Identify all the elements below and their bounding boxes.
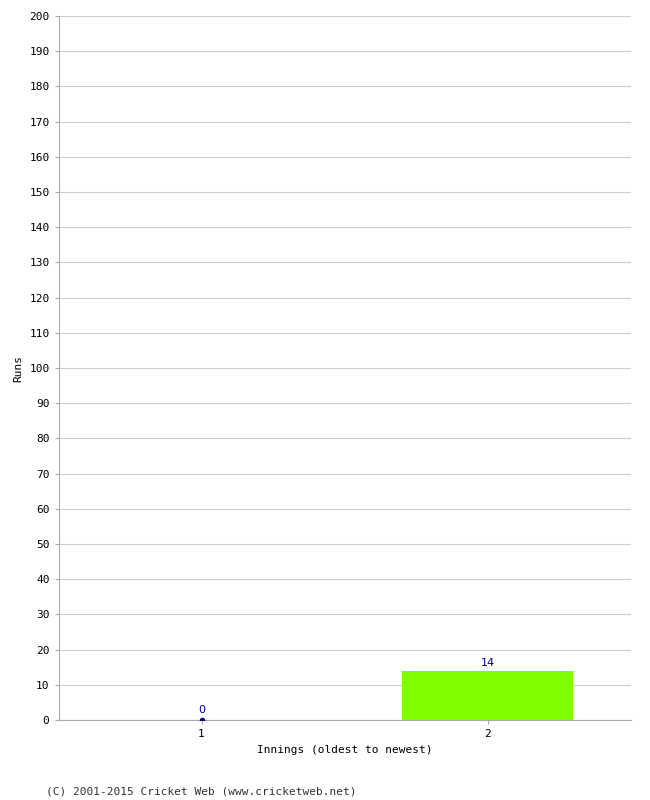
- Bar: [402, 670, 573, 720]
- Text: 0: 0: [198, 705, 205, 714]
- Text: (C) 2001-2015 Cricket Web (www.cricketweb.net): (C) 2001-2015 Cricket Web (www.cricketwe…: [46, 786, 356, 796]
- Y-axis label: Runs: Runs: [14, 354, 23, 382]
- X-axis label: Innings (oldest to newest): Innings (oldest to newest): [257, 745, 432, 754]
- Text: 14: 14: [480, 658, 495, 668]
